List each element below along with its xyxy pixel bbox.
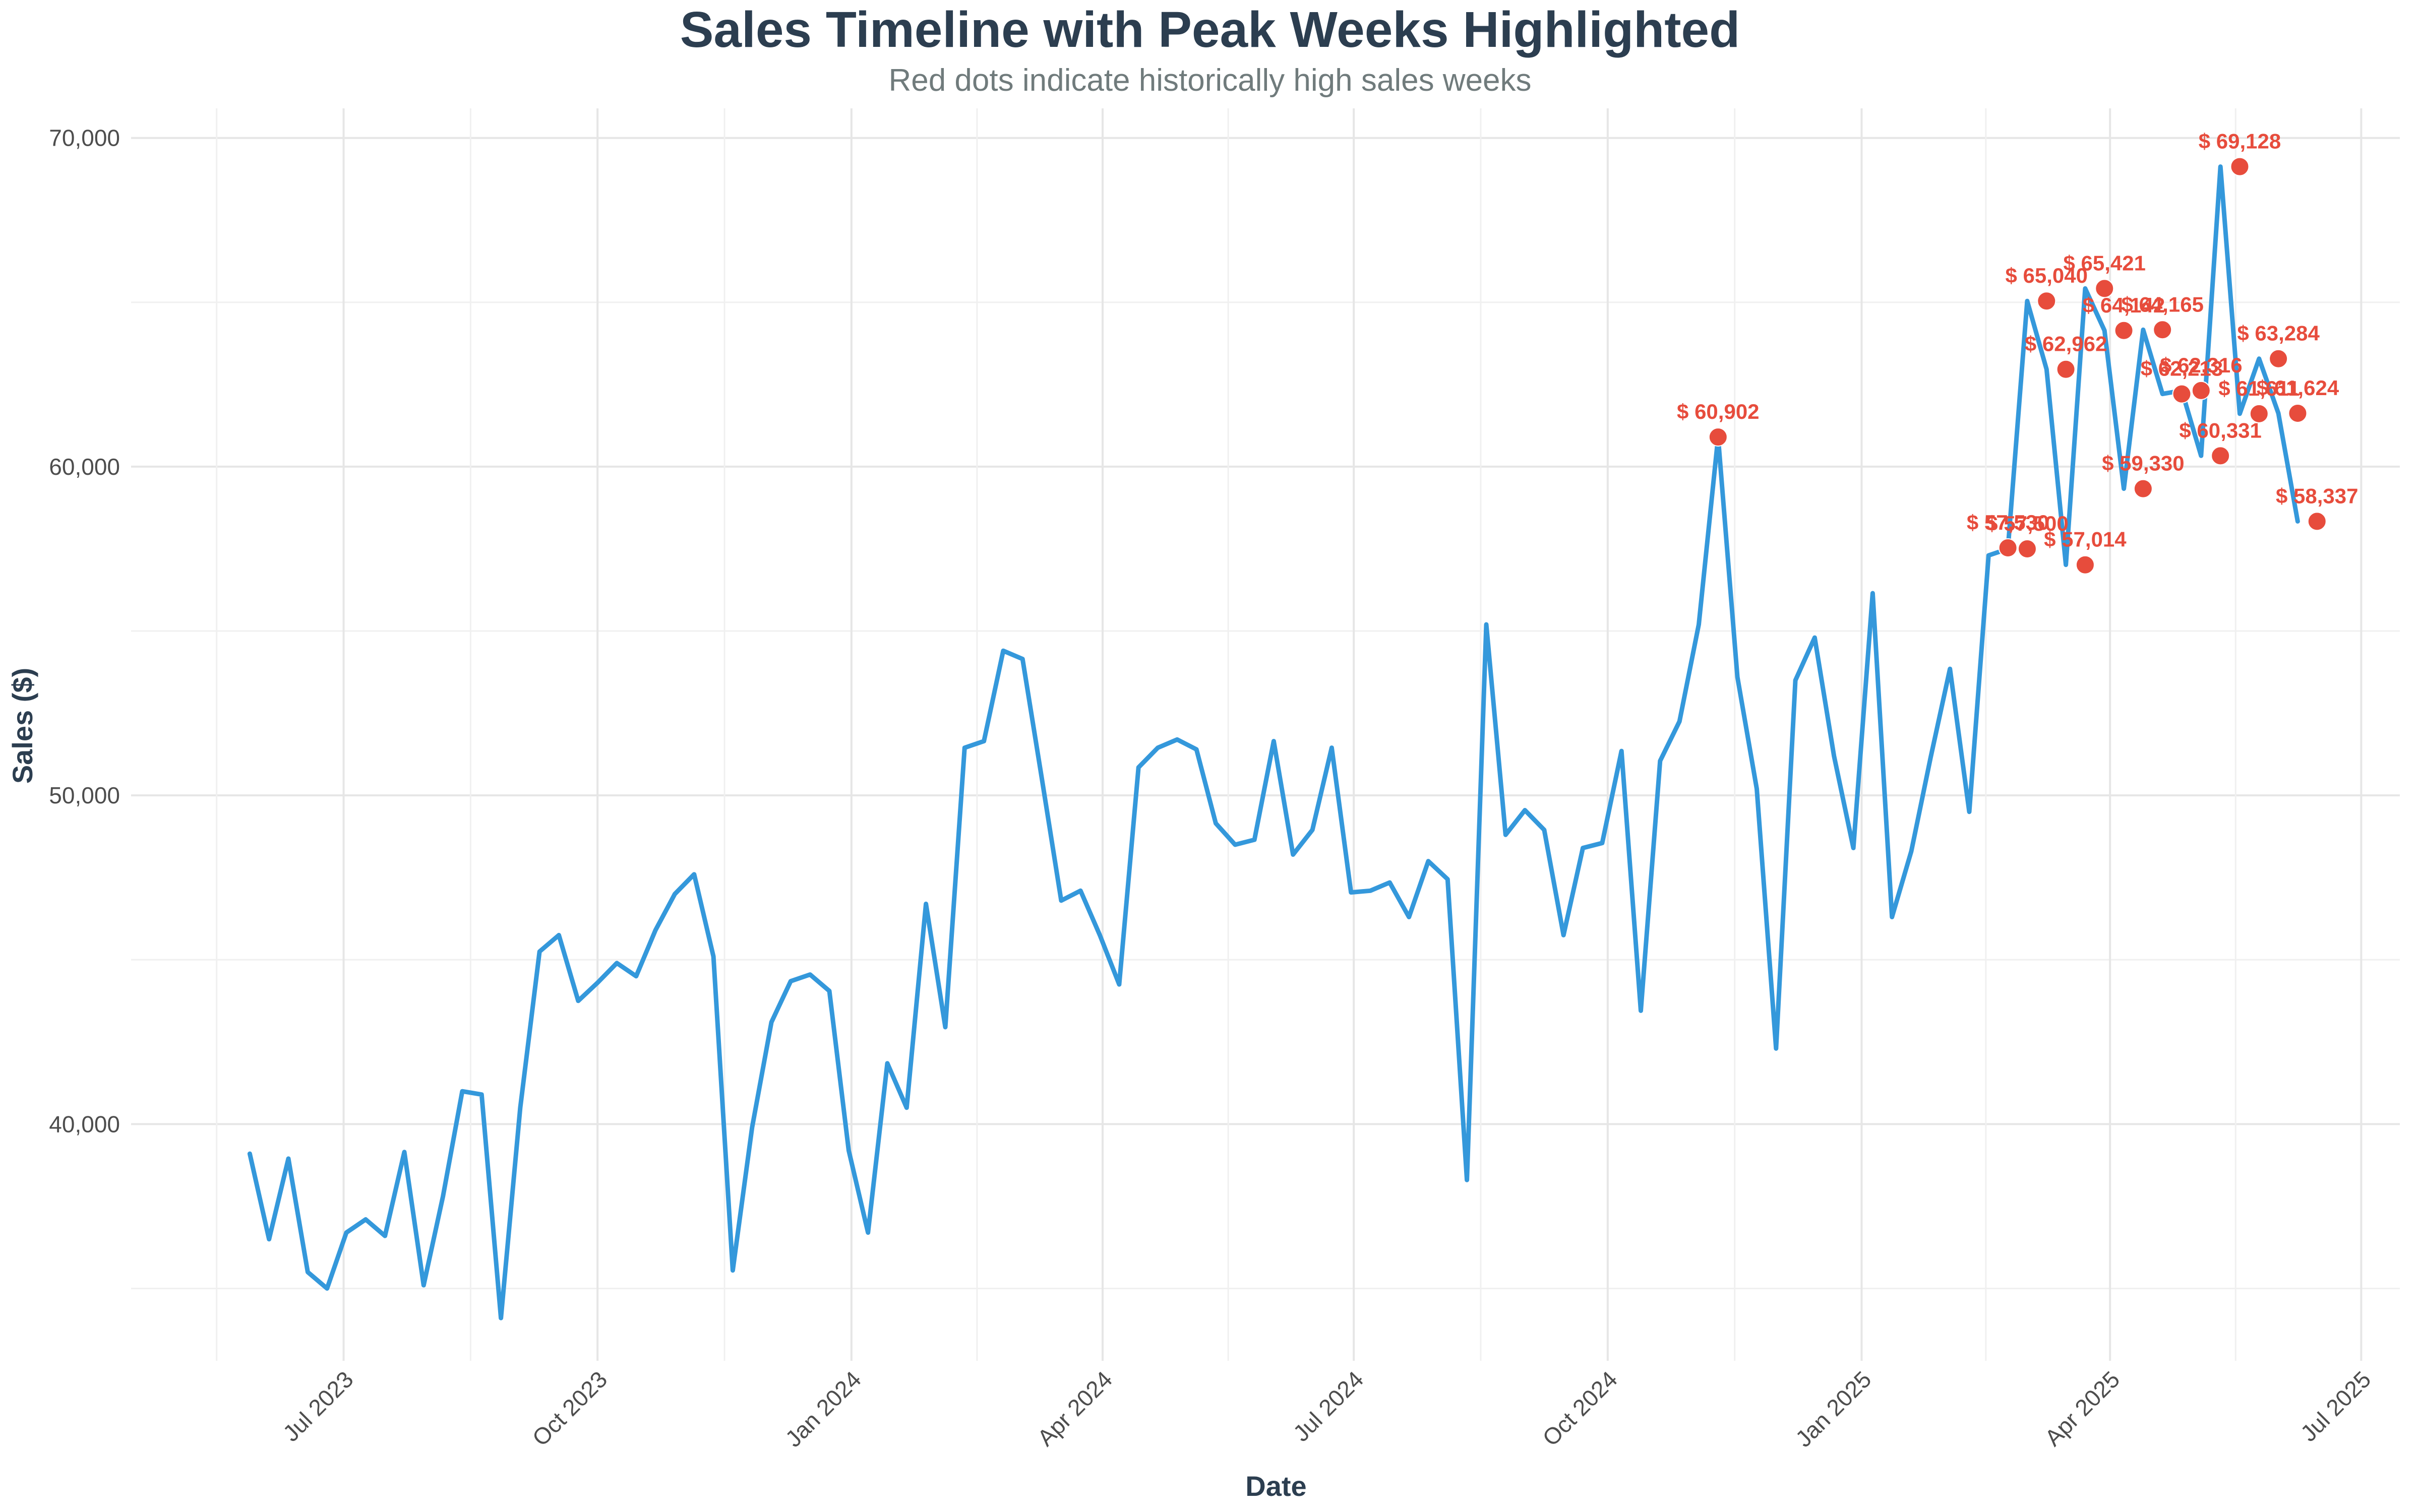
x-tick-label: Jul 2025 bbox=[2295, 1366, 2376, 1446]
peak-label: $ 65,040 bbox=[2006, 264, 2088, 287]
y-tick-label: 70,000 bbox=[49, 125, 120, 151]
peak-label: $ 57,530 bbox=[1967, 511, 2049, 534]
peak-label: $ 69,128 bbox=[2199, 130, 2281, 153]
peak-label: $ 62,962 bbox=[2025, 332, 2107, 356]
peak-marker bbox=[1998, 538, 2018, 558]
peak-label: $ 65,421 bbox=[2063, 251, 2146, 275]
peak-marker bbox=[2153, 320, 2172, 340]
sales-line bbox=[247, 164, 2300, 1320]
chart-subtitle: Red dots indicate historically high sale… bbox=[888, 63, 1532, 98]
peak-marker bbox=[2037, 291, 2056, 311]
peak-label: $ 59,330 bbox=[2102, 452, 2185, 475]
peak-marker bbox=[2017, 539, 2037, 558]
y-tick-label: 40,000 bbox=[49, 1111, 120, 1137]
y-axis-title: Sales ($) bbox=[7, 668, 38, 784]
peak-marker bbox=[2095, 279, 2114, 298]
peak-marker bbox=[2288, 404, 2308, 423]
peak-marker bbox=[2191, 381, 2211, 400]
peak-label: $ 64,142 bbox=[2083, 293, 2165, 317]
peak-label: $ 63,284 bbox=[2237, 322, 2320, 345]
peak-marker bbox=[2230, 157, 2250, 176]
x-tick-label: Apr 2024 bbox=[1032, 1366, 1117, 1451]
x-tick-label: Jan 2024 bbox=[780, 1366, 866, 1452]
peak-label: $ 58,337 bbox=[2276, 484, 2358, 508]
series-layer bbox=[247, 164, 2300, 1320]
peak-marker bbox=[2269, 349, 2288, 368]
x-tick-label: Apr 2025 bbox=[2039, 1366, 2125, 1451]
x-tick-label: Jan 2025 bbox=[1790, 1366, 1877, 1452]
x-axis-title: Date bbox=[1245, 1470, 1306, 1502]
peak-label: $ 60,902 bbox=[1677, 400, 1760, 423]
x-tick-label: Jul 2023 bbox=[278, 1366, 358, 1446]
peak-marker bbox=[2172, 384, 2192, 404]
y-tick-label: 50,000 bbox=[49, 782, 120, 808]
chart-title: Sales Timeline with Peak Weeks Highlight… bbox=[680, 2, 1740, 58]
peak-label: $ 64,165 bbox=[2121, 292, 2204, 316]
peak-marker bbox=[2133, 479, 2153, 498]
peak-label: $ 62,213 bbox=[2141, 357, 2223, 381]
grid-layer bbox=[131, 108, 2400, 1361]
peak-marker bbox=[2211, 446, 2230, 466]
peak-label: $ 57,014 bbox=[2044, 528, 2127, 551]
peak-label: $ 61,611 bbox=[2218, 376, 2300, 400]
peak-label: $ 57,500 bbox=[1986, 512, 2069, 535]
x-tick-label: Oct 2024 bbox=[1537, 1366, 1622, 1451]
peak-marker bbox=[2114, 321, 2134, 340]
peak-label: $ 60,331 bbox=[2179, 418, 2262, 442]
peak-marker bbox=[1708, 427, 1728, 447]
x-tick-label: Jul 2024 bbox=[1288, 1366, 1369, 1446]
y-tick-label: 60,000 bbox=[49, 454, 120, 480]
peak-label: $ 61,624 bbox=[2257, 376, 2339, 400]
peak-label: $ 62,316 bbox=[2160, 353, 2243, 377]
x-tick-label: Oct 2023 bbox=[527, 1366, 612, 1451]
peak-marker bbox=[2075, 555, 2095, 575]
peak-marker bbox=[2307, 512, 2327, 531]
peak-layer: $ 60,902 $ 57,530$ 57,500 $ 65,040 $ 62,962… bbox=[1677, 130, 2358, 575]
peak-marker bbox=[2249, 404, 2269, 423]
peak-marker bbox=[2056, 359, 2076, 379]
